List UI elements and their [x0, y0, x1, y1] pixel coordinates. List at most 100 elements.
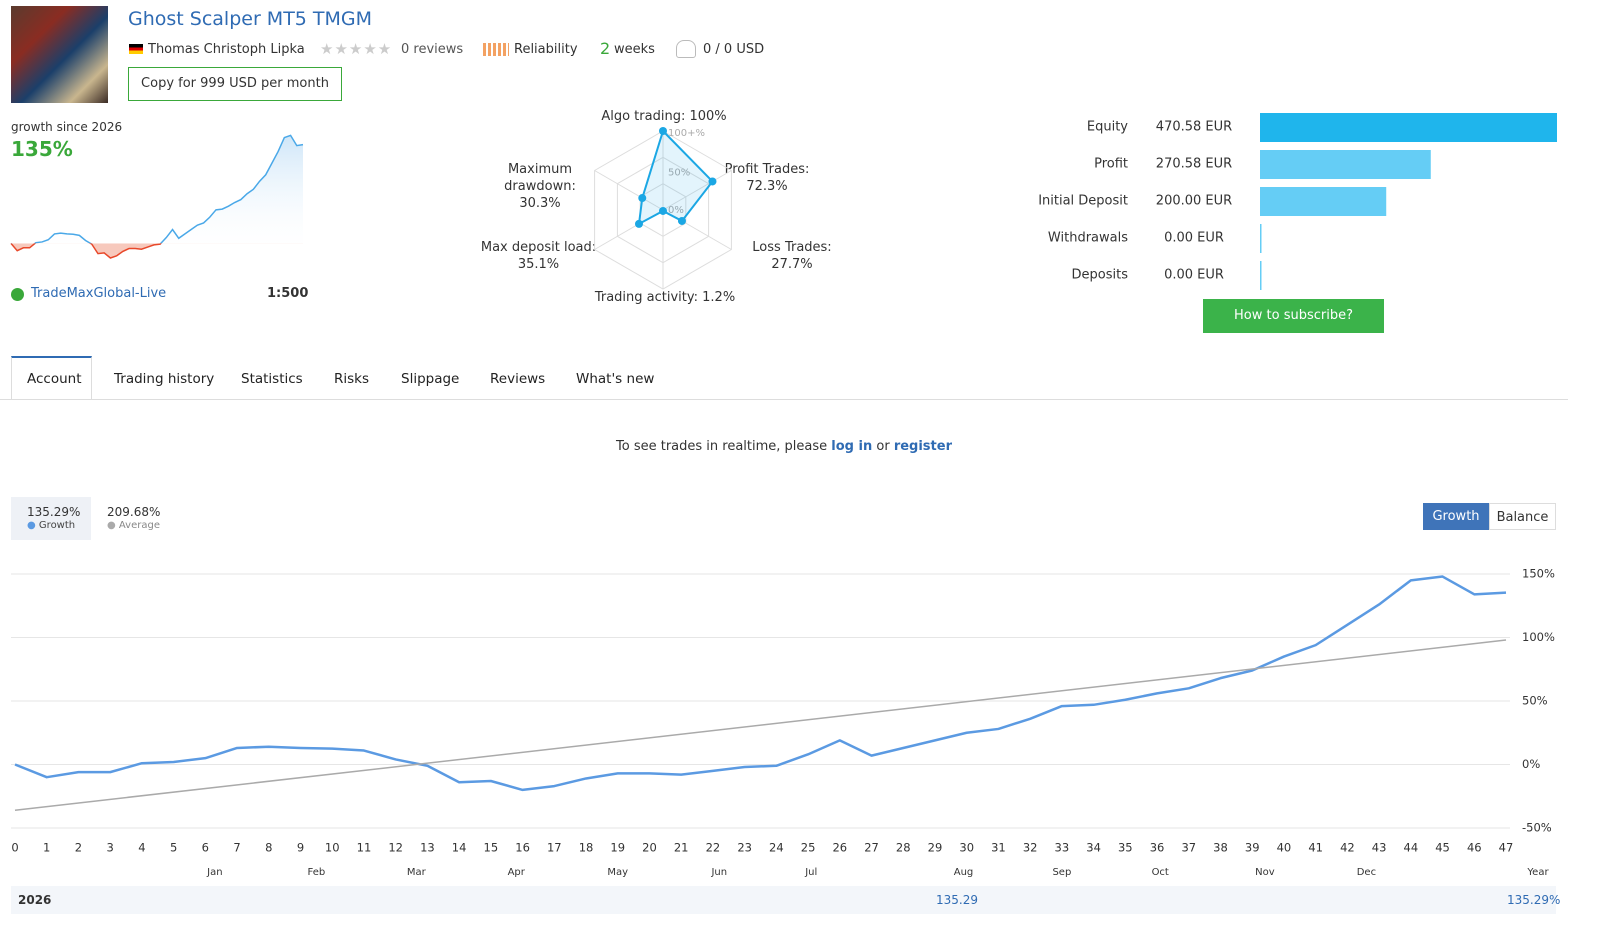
- x-tick-label: 18: [579, 841, 594, 855]
- series-line: [14, 575, 1507, 792]
- notice-or: or: [876, 439, 890, 454]
- radar-ring-label: 100+%: [668, 128, 705, 139]
- radar-point: [677, 216, 686, 225]
- month-label: Dec: [1357, 867, 1376, 878]
- footer-total: 135.29%: [1507, 893, 1561, 907]
- radar-area: [637, 129, 714, 226]
- flag: [129, 44, 143, 54]
- tab[interactable]: Slippage: [401, 371, 460, 387]
- x-tick-label: 19: [610, 841, 625, 855]
- notice-text: To see trades in realtime, please: [616, 439, 828, 454]
- stat-name-text: Average: [118, 520, 160, 531]
- y-tick-label: 0%: [1522, 757, 1540, 771]
- y-tick-label: 150%: [1522, 567, 1555, 581]
- stat-name-text: Growth: [38, 520, 76, 531]
- radar-ring: [594, 130, 732, 290]
- broker[interactable]: TradeMaxGlobal-Live: [31, 286, 167, 301]
- footer-year: 2026: [18, 893, 52, 907]
- balance-label: Withdrawals: [1048, 231, 1128, 246]
- month-label: Mar: [407, 867, 427, 878]
- tabs-line: [0, 399, 1568, 400]
- month-label: Sep: [1052, 867, 1071, 878]
- x-tick-label: 26: [832, 841, 847, 855]
- copy-button[interactable]: Copy for 999 USD per month: [128, 67, 342, 101]
- tab[interactable]: Account: [27, 371, 82, 387]
- radar-point: [659, 127, 667, 135]
- x-tick-label: 45: [1435, 841, 1450, 855]
- y-tick-label: -50%: [1522, 821, 1552, 835]
- growth-label: growth since 2026: [11, 120, 123, 134]
- balance-label: Profit: [1094, 157, 1128, 172]
- month-label: Nov: [1255, 867, 1275, 878]
- radar-ring-label: 0%: [668, 205, 684, 216]
- x-tick-label: 34: [1086, 841, 1101, 855]
- tab-active-bg: [11, 356, 92, 400]
- stat-value: 135.29%: [27, 505, 81, 519]
- radar-label: Max deposit load: 35.1%: [480, 240, 597, 272]
- x-tick-label: 21: [674, 841, 689, 855]
- stat-box[interactable]: [11, 497, 91, 540]
- tab[interactable]: Risks: [334, 371, 370, 387]
- dot: ●: [27, 520, 36, 531]
- x-tick-label: 13: [420, 841, 435, 855]
- month-label: Apr: [508, 867, 526, 878]
- x-tick-label: 33: [1055, 841, 1070, 855]
- author[interactable]: Thomas Christoph Lipka: [148, 42, 305, 57]
- x-tick-label: 30: [959, 841, 974, 855]
- x-tick-label: 41: [1308, 841, 1323, 855]
- leverage: 1:500: [267, 286, 309, 301]
- month-label: Jan: [206, 867, 222, 878]
- radar-spoke: [662, 209, 732, 250]
- x-tick-label: 5: [170, 841, 177, 855]
- x-tick-label: 29: [928, 841, 943, 855]
- x-tick-label: 3: [107, 841, 114, 855]
- x-tick-label: 4: [138, 841, 145, 855]
- x-tick-label: 17: [547, 841, 562, 855]
- radar-ring: [616, 156, 710, 264]
- tab[interactable]: Statistics: [241, 371, 303, 387]
- balance-value: 200.00 EUR: [1156, 194, 1232, 209]
- balance-value: 470.58 EUR: [1156, 120, 1232, 135]
- radar-spoke: [594, 170, 664, 211]
- tab[interactable]: Reviews: [490, 371, 546, 387]
- x-tick-label: 23: [737, 841, 752, 855]
- footer-value: 135.29: [936, 893, 978, 907]
- reviews[interactable]: 0 reviews: [401, 42, 464, 57]
- tab[interactable]: Trading history: [114, 371, 215, 387]
- x-tick-label: 40: [1277, 841, 1292, 855]
- x-tick-label: 39: [1245, 841, 1260, 855]
- growth-value: 135%: [11, 137, 73, 161]
- x-tick-label: 37: [1181, 841, 1196, 855]
- stat-name: ● Average: [107, 520, 160, 531]
- reliability-bars: [483, 43, 509, 56]
- stat-value: 209.68%: [107, 505, 161, 519]
- balance-label: Initial Deposit: [1038, 194, 1128, 209]
- tab[interactable]: What's new: [576, 371, 655, 387]
- login-link[interactable]: log in: [831, 439, 873, 454]
- avatar[interactable]: [11, 6, 108, 103]
- x-tick-label: 16: [515, 841, 530, 855]
- x-tick-label: 6: [202, 841, 209, 855]
- x-tick-label: 12: [388, 841, 403, 855]
- radar-label: Algo trading: 100%: [601, 109, 727, 124]
- balance-bar: [1260, 261, 1262, 290]
- x-tick-label: 28: [896, 841, 911, 855]
- month-label: May: [607, 867, 628, 878]
- subscribe-button[interactable]: How to subscribe?: [1203, 299, 1384, 333]
- x-tick-label: 32: [1023, 841, 1038, 855]
- y-tick-label: 100%: [1522, 630, 1555, 644]
- view-button[interactable]: Growth: [1423, 503, 1489, 530]
- y-tick-label: 50%: [1522, 694, 1548, 708]
- title[interactable]: Ghost Scalper MT5 TMGM: [128, 8, 373, 30]
- x-tick-label: 43: [1372, 841, 1387, 855]
- radar-point: [634, 219, 643, 228]
- radar-label: Trading activity: 1.2%: [594, 290, 736, 305]
- x-tick-label: 25: [801, 841, 816, 855]
- x-tick-label: 7: [233, 841, 240, 855]
- x-tick-label: 35: [1118, 841, 1133, 855]
- register-link[interactable]: register: [893, 439, 952, 454]
- x-tick-label: 24: [769, 841, 784, 855]
- view-button[interactable]: Balance: [1489, 503, 1556, 530]
